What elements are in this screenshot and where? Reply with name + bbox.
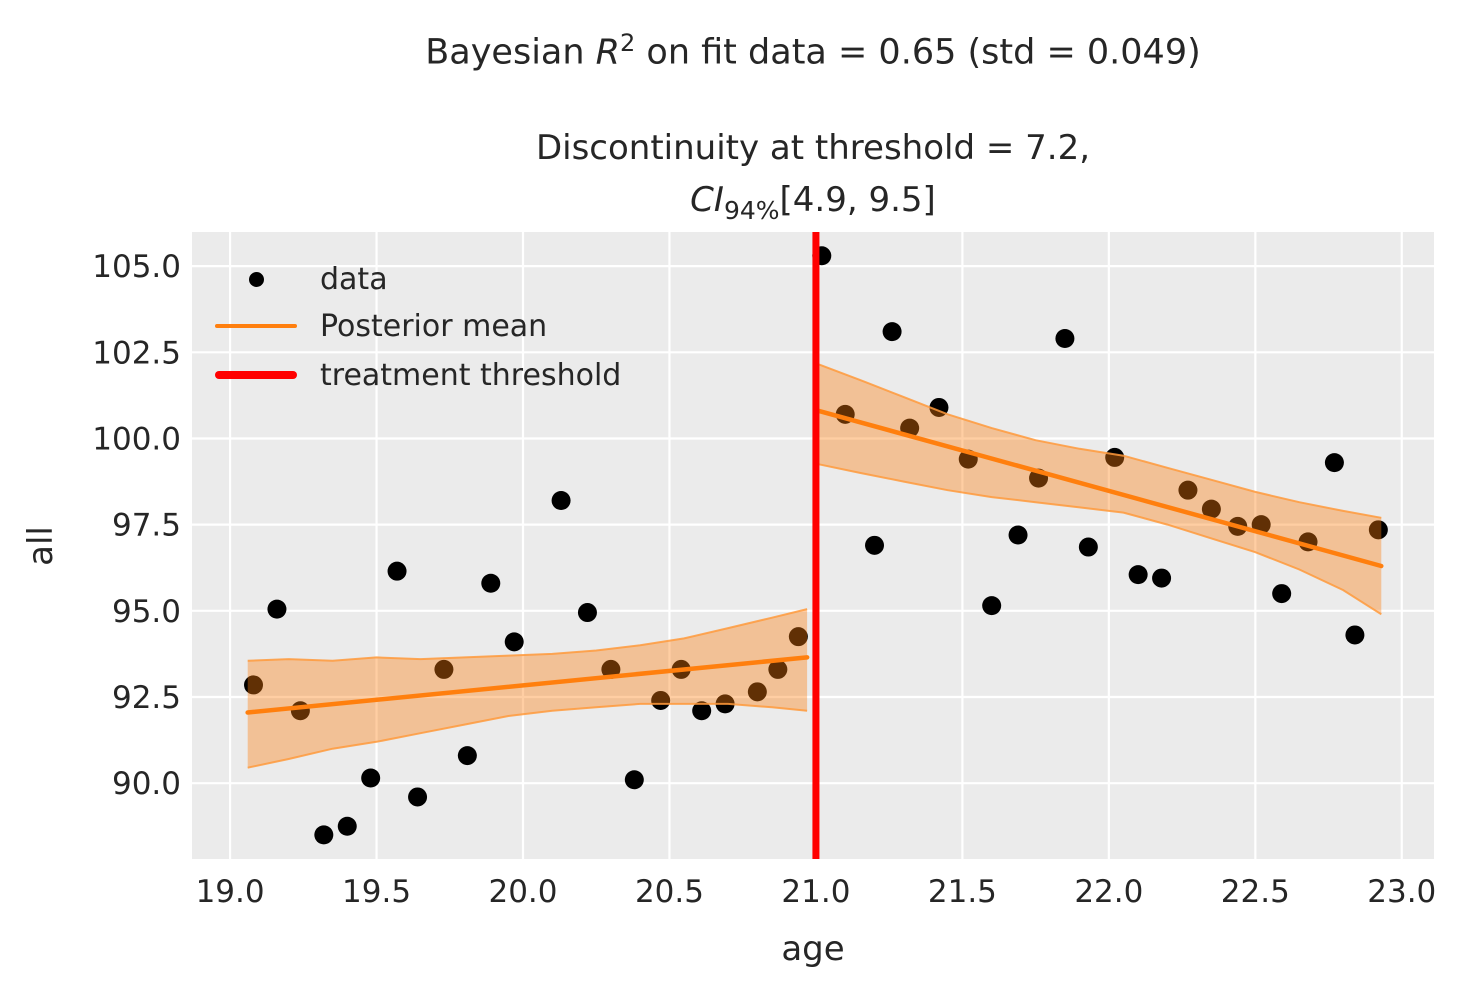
- legend-item-data: data: [210, 256, 388, 302]
- data-point: [337, 816, 357, 836]
- data-point: [434, 659, 454, 679]
- data-point: [244, 675, 264, 695]
- data-point: [982, 596, 1002, 616]
- data-point: [577, 603, 597, 623]
- y-tick-label: 105.0: [92, 249, 181, 285]
- data-point: [1368, 520, 1388, 540]
- data-point: [1152, 568, 1172, 588]
- data-point: [1008, 525, 1028, 545]
- legend-label: data: [320, 261, 388, 297]
- data-point: [551, 491, 571, 511]
- y-tick-label: 100.0: [92, 421, 181, 457]
- x-tick-label: 23.0: [1367, 874, 1436, 910]
- data-point: [457, 746, 477, 766]
- x-tick-label: 20.0: [488, 874, 557, 910]
- legend-label: treatment threshold: [320, 357, 622, 393]
- subtitle-line2: CI94%[4.9, 9.5]: [690, 180, 936, 225]
- y-tick-label: 92.5: [112, 680, 181, 716]
- data-point: [624, 770, 644, 790]
- x-tick-label: 20.5: [635, 874, 704, 910]
- x-tick-label: 19.5: [342, 874, 411, 910]
- data-point: [1324, 453, 1344, 473]
- data-point: [865, 535, 885, 555]
- posterior-mean-line: [245, 655, 810, 715]
- data-point: [267, 599, 287, 619]
- data-point: [387, 561, 407, 581]
- posterior-mean-line: [816, 408, 1384, 569]
- hdi-band: [247, 609, 808, 768]
- data-point: [361, 768, 381, 788]
- data-point: [481, 573, 501, 593]
- y-tick-label: 90.0: [112, 766, 181, 802]
- line-marker-icon: [210, 324, 302, 328]
- data-point: [788, 627, 808, 647]
- x-tick-label: 22.5: [1221, 874, 1290, 910]
- x-axis-label: age: [781, 929, 845, 969]
- x-tick-label: 19.0: [196, 874, 265, 910]
- x-tick-label: 22.0: [1074, 874, 1143, 910]
- data-point: [1078, 537, 1098, 557]
- chart-subtitle: Discontinuity at threshold = 7.2, CI94%[…: [192, 122, 1434, 237]
- x-tick-label: 21.0: [781, 874, 850, 910]
- legend-item-treatment-threshold: treatment threshold: [210, 352, 621, 398]
- legend-item-posterior-mean: Posterior mean: [210, 303, 547, 349]
- data-point: [651, 690, 671, 710]
- hdi-band-edge: [818, 463, 1382, 616]
- y-tick-label: 97.5: [112, 508, 181, 544]
- data-point: [768, 659, 788, 679]
- hdi-band-edge: [818, 363, 1382, 519]
- data-point: [1128, 565, 1148, 585]
- data-point: [504, 632, 524, 652]
- chart-title: Bayesian R2 on fit data = 0.65 (std = 0.…: [425, 29, 1201, 73]
- subtitle-line1: Discontinuity at threshold = 7.2,: [535, 128, 1091, 168]
- data-point: [882, 322, 902, 342]
- y-tick-label: 95.0: [112, 594, 181, 630]
- data-point: [1201, 499, 1221, 519]
- data-point: [1178, 480, 1198, 500]
- data-point: [408, 787, 428, 807]
- x-tick-label: 21.5: [928, 874, 997, 910]
- data-point: [747, 682, 767, 702]
- data-point: [314, 825, 334, 845]
- data-point: [1055, 329, 1075, 349]
- y-axis-label: all: [21, 526, 61, 566]
- thick-line-marker-icon: [210, 371, 302, 379]
- data-marker-icon: [210, 271, 302, 287]
- y-tick-label: 102.5: [92, 335, 181, 371]
- data-point: [692, 701, 712, 721]
- hdi-band-edge: [247, 608, 808, 662]
- data-point: [1272, 584, 1292, 604]
- legend-label: Posterior mean: [320, 308, 548, 344]
- data-point: [1345, 625, 1365, 645]
- hdi-band-edge: [247, 702, 808, 769]
